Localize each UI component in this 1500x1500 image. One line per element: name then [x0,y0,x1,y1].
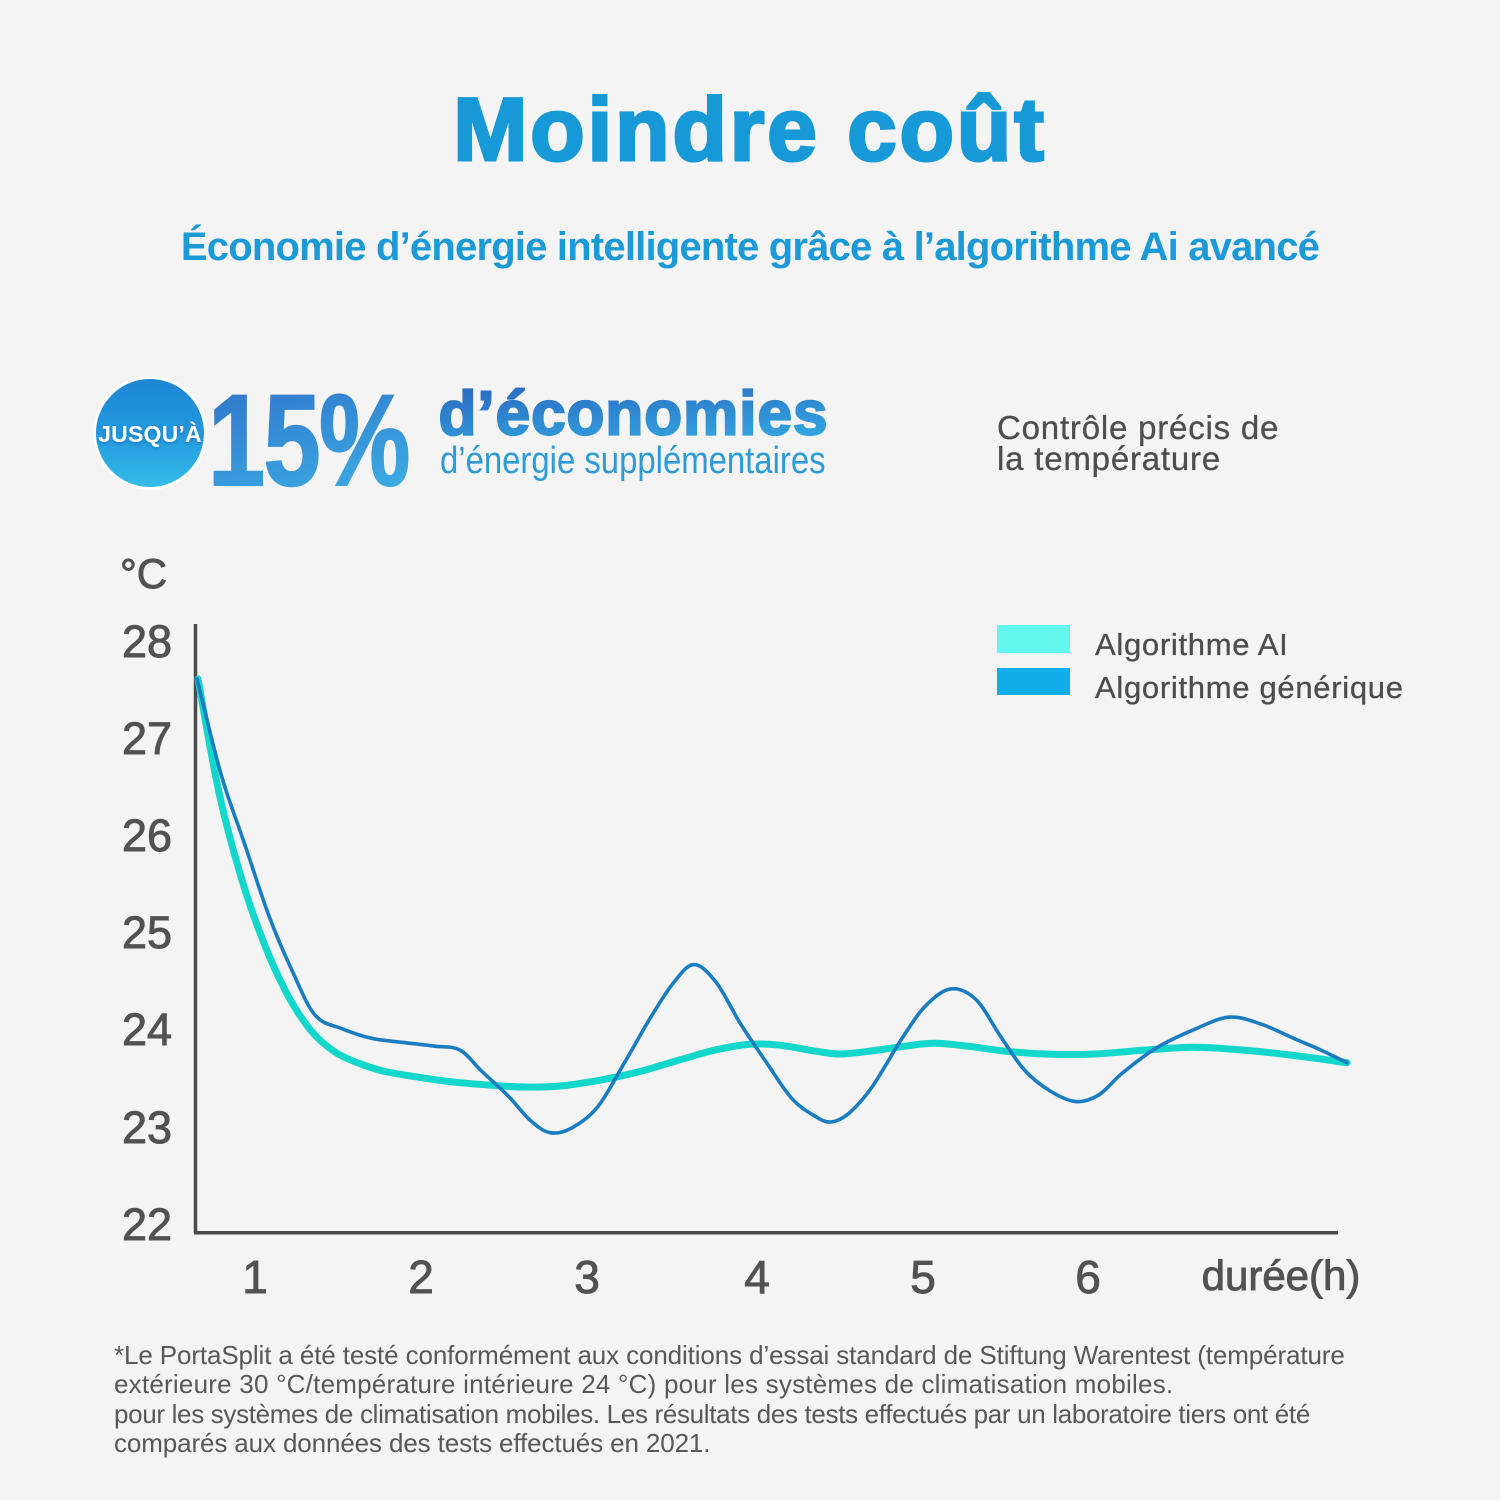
svg-text:15%: 15% [208,367,409,512]
svg-text:durée(h): durée(h) [1202,1252,1361,1299]
svg-text:2: 2 [408,1251,434,1303]
svg-text:6: 6 [1075,1251,1101,1303]
svg-text:4: 4 [744,1251,770,1303]
svg-text:d’économies: d’économies [439,380,829,449]
svg-text:23: 23 [122,1102,172,1153]
svg-text:28: 28 [122,616,172,667]
svg-text:26: 26 [122,810,172,861]
svg-text:27: 27 [122,713,172,764]
svg-text:24: 24 [122,1004,172,1055]
svg-text:25: 25 [122,907,172,958]
svg-text:22: 22 [122,1199,172,1250]
svg-text:5: 5 [910,1251,936,1303]
svg-text:°C: °C [120,550,167,597]
svg-text:1: 1 [242,1251,268,1303]
svg-text:3: 3 [574,1251,600,1303]
